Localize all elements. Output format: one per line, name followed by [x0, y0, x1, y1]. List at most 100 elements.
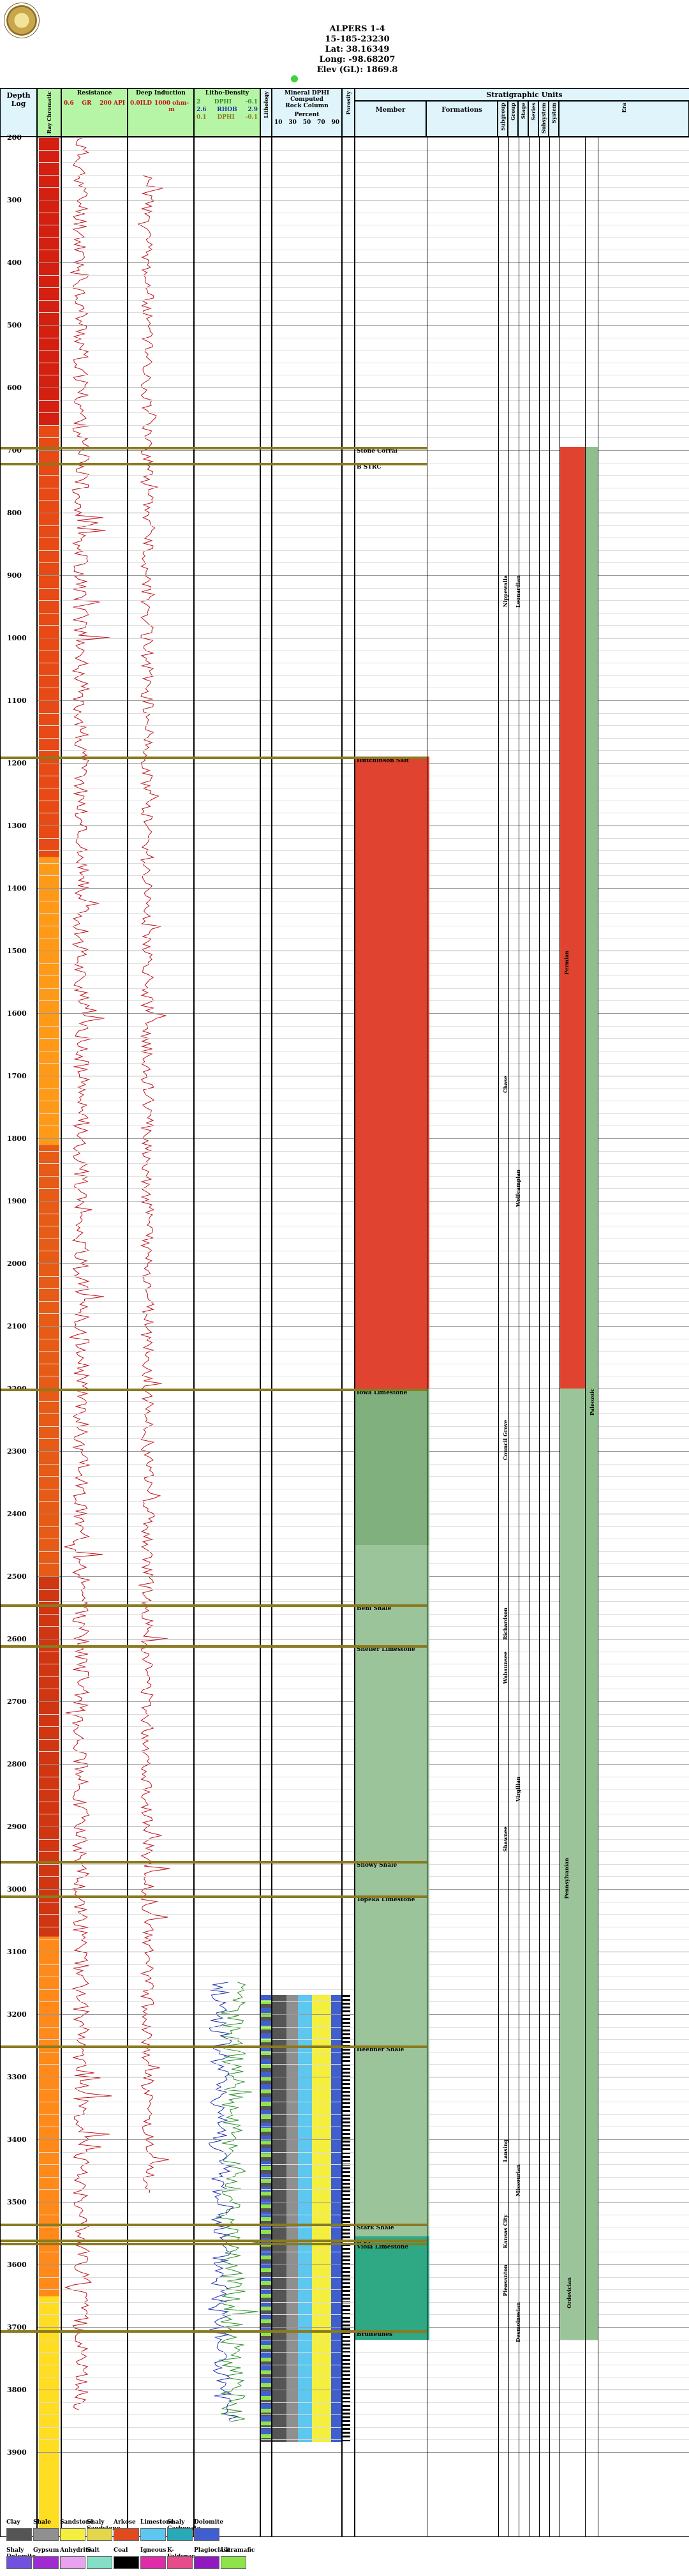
gridline — [62, 2301, 127, 2303]
gridline — [38, 2164, 61, 2165]
gridline — [128, 2039, 193, 2040]
litho-row2-mid: RHOB — [217, 107, 237, 113]
gridline — [128, 1438, 193, 1440]
depth-tick-label: 3900 — [7, 2448, 27, 2457]
gridline — [38, 1501, 61, 1502]
strat-column-divider — [559, 137, 560, 2536]
gridline — [272, 1714, 341, 1715]
strat-header: Stratigraphic Units — [355, 88, 689, 101]
formation-top-line — [1, 2224, 427, 2227]
gridline — [62, 1876, 127, 1878]
gridline — [195, 237, 260, 238]
gridline — [128, 1288, 193, 1290]
gridline — [195, 1676, 260, 1677]
gridline — [195, 600, 260, 601]
gridline — [128, 562, 193, 564]
gridline — [62, 600, 127, 601]
gridline — [261, 2289, 271, 2291]
depth-tick-label: 2900 — [7, 1823, 27, 1831]
gridline — [62, 2039, 127, 2040]
depth-tick-label: 200 — [7, 133, 22, 142]
gridline — [62, 237, 127, 238]
gridline — [62, 312, 127, 313]
gridline — [38, 2114, 61, 2115]
gridline — [355, 2264, 689, 2265]
gridline — [38, 1764, 61, 1765]
gridline — [38, 675, 61, 676]
gridline — [62, 162, 127, 163]
system-label-3: Paleozoic — [589, 1389, 595, 1416]
gridline — [38, 2427, 61, 2428]
gridline — [272, 1401, 341, 1402]
gridline — [343, 2289, 354, 2291]
gridline — [355, 475, 689, 476]
permian-column — [559, 447, 585, 1389]
gridline — [261, 425, 271, 426]
gridline — [38, 1676, 61, 1677]
member-label-11: Viola Limestone — [357, 2243, 409, 2250]
depth-tick-label: 800 — [7, 509, 22, 517]
gridline — [195, 1150, 260, 1152]
gridline — [128, 2289, 193, 2291]
gridline — [62, 1401, 127, 1402]
strat-column-divider — [529, 137, 530, 2536]
mineral-sub1: Computed — [290, 96, 323, 103]
well-title: ALPERS 1-4 15-185-23230 Lat: 38.16349 Lo… — [255, 24, 459, 75]
gridline — [195, 1351, 260, 1352]
gridline — [128, 2026, 193, 2028]
gridline — [261, 562, 271, 564]
di-scale-left: 0.0 — [130, 100, 140, 107]
gridline — [272, 1588, 341, 1590]
gridline — [195, 550, 260, 551]
gridline — [195, 187, 260, 188]
gridline — [195, 1000, 260, 1002]
litho-density-header: Litho-Density 2 DPHI -0.1 2.6 RHOB 2.9 0… — [194, 88, 260, 137]
latitude: Lat: 38.16349 — [325, 45, 390, 54]
gridline — [38, 2139, 61, 2140]
gridline — [343, 2189, 354, 2190]
gridline — [355, 825, 689, 826]
gridline — [272, 1939, 341, 1940]
resistance-curve — [64, 137, 112, 2411]
gridline — [62, 2064, 127, 2065]
gridline — [195, 1288, 260, 1290]
gridline — [261, 1876, 271, 1878]
gridline — [195, 1613, 260, 1615]
gridline — [38, 1088, 61, 1089]
gridline — [38, 137, 61, 138]
strat-column-divider — [585, 137, 586, 2536]
gridline — [195, 287, 260, 289]
gridline — [128, 1326, 193, 1327]
formation-top-line — [1, 1604, 427, 1608]
gridline — [261, 262, 271, 263]
gridline — [355, 1839, 689, 1840]
gridline — [195, 2001, 260, 2003]
gridline — [272, 2327, 341, 2328]
gridline — [355, 1764, 689, 1765]
gridline — [343, 913, 354, 914]
gridline — [38, 712, 61, 714]
legend-swatch — [114, 2528, 139, 2541]
gridline — [261, 1351, 271, 1352]
gridline — [128, 2114, 193, 2115]
gridline — [355, 2039, 689, 2040]
gridline — [261, 1300, 271, 1302]
gridline — [261, 1726, 271, 1728]
gridline — [195, 2289, 260, 2291]
gridline — [261, 963, 271, 964]
gridline — [128, 2189, 193, 2190]
res-scale-left: 0.6 — [64, 100, 74, 107]
gridline — [355, 712, 689, 714]
gridline — [62, 1839, 127, 1840]
gridline — [261, 2039, 271, 2040]
depth-tick-label: 1600 — [7, 1009, 27, 1018]
gridline — [128, 862, 193, 864]
gridline — [195, 2051, 260, 2053]
formation-top-line — [1, 1645, 427, 1648]
gridline — [62, 1764, 127, 1765]
gridline — [38, 412, 61, 414]
litho-row2-right: 2.9 — [248, 107, 258, 113]
gridline — [261, 1000, 271, 1002]
gridline — [195, 299, 260, 301]
gridline — [355, 2176, 689, 2178]
